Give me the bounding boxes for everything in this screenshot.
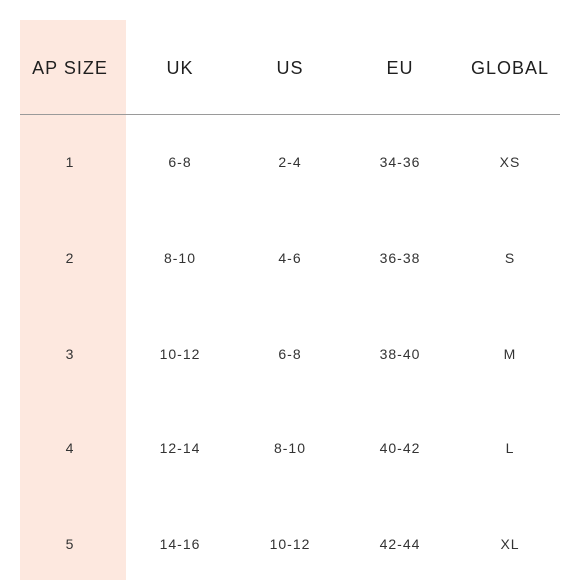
table-cell-eu: 40-42 [379,440,421,456]
table-cell-eu: 34-36 [379,154,421,170]
table-cell-uk: 8-10 [163,250,197,266]
table-cell-global: XL [500,536,520,552]
header-us: US [276,58,304,78]
table-cell-uk: 12-14 [159,440,201,456]
table-cell-ap-size: 1 [65,154,75,170]
table-cell-eu: 42-44 [379,536,421,552]
table-cell-uk: 14-16 [159,536,201,552]
table-cell-us: 8-10 [273,440,307,456]
header-ap-size: AP SIZE [32,58,108,78]
table-cell-global: L [505,440,515,456]
table-cell-eu: 38-40 [379,346,421,362]
header-uk: UK [166,58,194,78]
table-cell-global: XS [499,154,521,170]
table-cell-global: M [503,346,517,362]
table-cell-global: S [504,250,516,266]
table-cell-uk: 10-12 [159,346,201,362]
table-cell-eu: 36-38 [379,250,421,266]
table-cell-uk: 6-8 [168,154,192,170]
ap-size-column-highlight [20,20,126,580]
table-cell-us: 4-6 [278,250,302,266]
header-eu: EU [386,58,414,78]
table-cell-us: 6-8 [278,346,302,362]
table-cell-us: 10-12 [269,536,311,552]
table-cell-ap-size: 3 [65,346,75,362]
header-global: GLOBAL [470,58,550,78]
table-cell-ap-size: 4 [65,440,75,456]
header-divider [20,114,560,115]
table-cell-ap-size: 5 [65,536,75,552]
table-cell-us: 2-4 [278,154,302,170]
table-cell-ap-size: 2 [65,250,75,266]
